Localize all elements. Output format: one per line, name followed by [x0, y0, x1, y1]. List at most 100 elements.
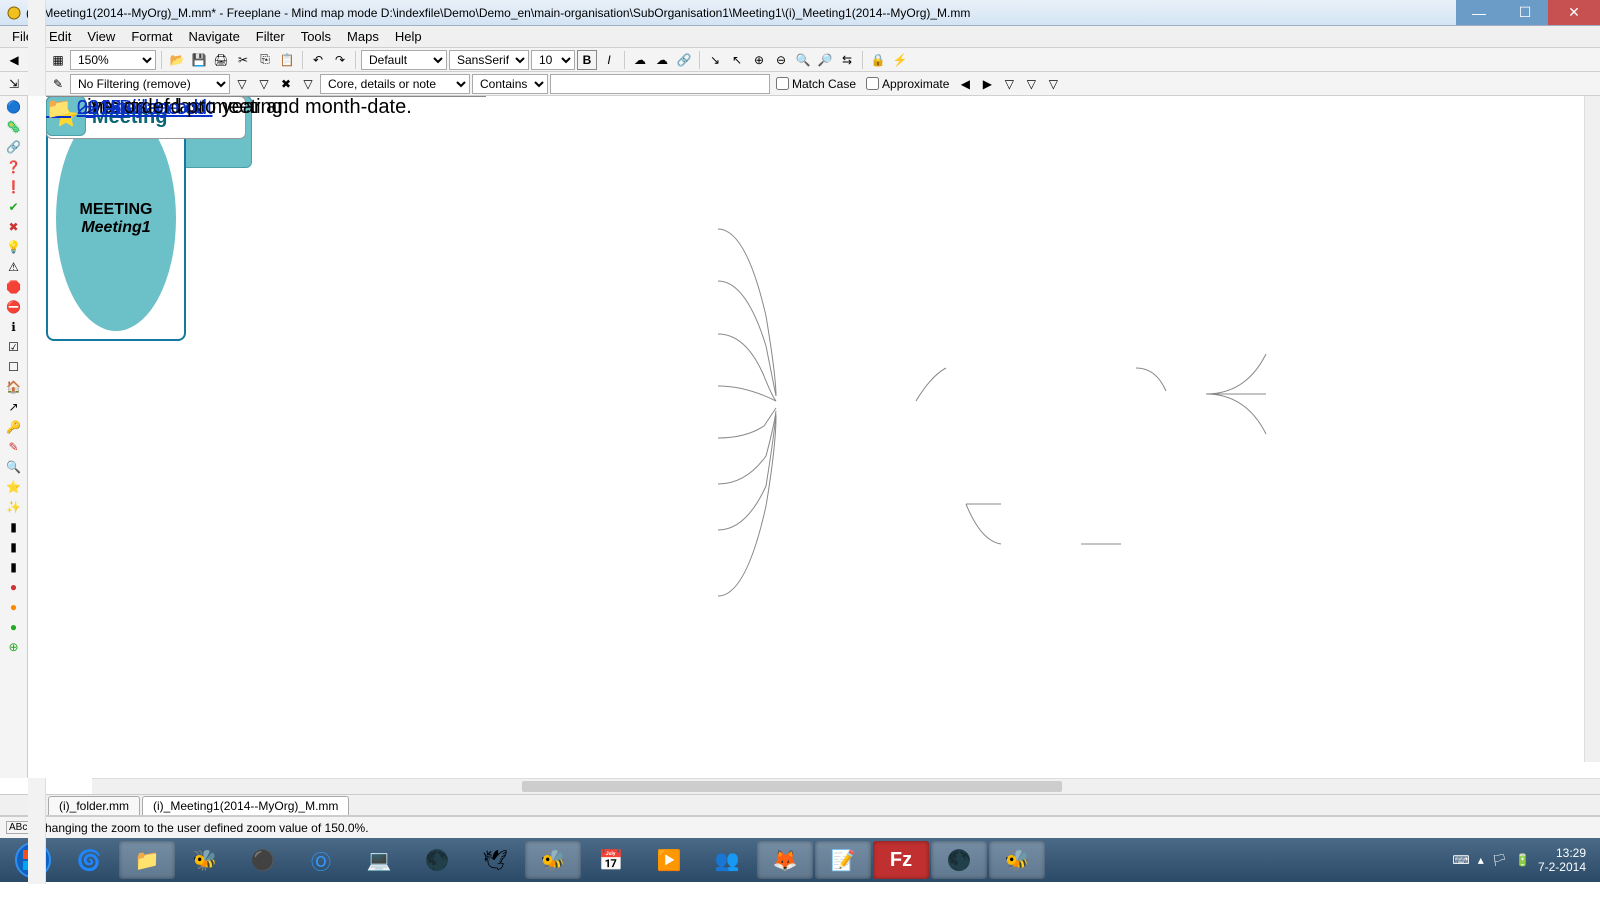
- tool-e-icon[interactable]: 🔍: [793, 50, 813, 70]
- italic-button[interactable]: I: [599, 50, 619, 70]
- task-calendar[interactable]: 📅: [583, 841, 639, 879]
- task-app-3[interactable]: Ⓞ: [293, 841, 349, 879]
- side-red-icon[interactable]: ●: [5, 578, 23, 596]
- side-minus-icon[interactable]: ⛔: [5, 298, 23, 316]
- cut-icon[interactable]: ✂: [233, 50, 253, 70]
- tab-meeting[interactable]: (i)_Meeting1(2014--MyOrg)_M.mm: [142, 796, 349, 815]
- side-pen-icon[interactable]: ✎: [5, 438, 23, 456]
- tool-c-icon[interactable]: ⊕: [749, 50, 769, 70]
- menu-format[interactable]: Format: [123, 27, 180, 46]
- side-idea-icon[interactable]: 💡: [5, 238, 23, 256]
- save-icon[interactable]: 💾: [189, 50, 209, 70]
- menu-maps[interactable]: Maps: [339, 27, 387, 46]
- match-type-combo[interactable]: Contains: [472, 74, 548, 94]
- task-filezilla[interactable]: Fz: [873, 841, 929, 879]
- side-zoom-icon[interactable]: 🔍: [5, 458, 23, 476]
- undo-icon[interactable]: ↶: [308, 50, 328, 70]
- tray-battery-icon[interactable]: 🔋: [1515, 853, 1530, 867]
- side-home-icon[interactable]: 🏠: [5, 378, 23, 396]
- tray-up-icon[interactable]: ▴: [1478, 853, 1484, 867]
- encrypt-icon[interactable]: 🔒: [868, 50, 888, 70]
- redo-icon[interactable]: ↷: [330, 50, 350, 70]
- paste-icon[interactable]: 📋: [277, 50, 297, 70]
- filter-edit-icon[interactable]: ✎: [48, 74, 68, 94]
- tool-b-icon[interactable]: ↖: [727, 50, 747, 70]
- fontsize-combo[interactable]: 10: [531, 50, 575, 70]
- tool-g-icon[interactable]: ⇆: [837, 50, 857, 70]
- task-freeplane[interactable]: 🐝: [525, 841, 581, 879]
- zoom-combo[interactable]: 150%: [70, 50, 156, 70]
- horizontal-scrollbar[interactable]: [92, 778, 1600, 794]
- task-eclipse-2[interactable]: 🌑: [931, 841, 987, 879]
- prev-map-icon[interactable]: ◀: [4, 50, 24, 70]
- task-app-2[interactable]: 🐝: [177, 841, 233, 879]
- font-combo[interactable]: SansSerif: [449, 50, 529, 70]
- side-bar2-icon[interactable]: ▮: [5, 538, 23, 556]
- side-icon-1[interactable]: 🔵: [5, 98, 23, 116]
- side-important-icon[interactable]: ❗: [5, 178, 23, 196]
- task-explorer[interactable]: 📁: [119, 841, 175, 879]
- tool-a-icon[interactable]: ↘: [705, 50, 725, 70]
- style-combo[interactable]: Default: [361, 50, 447, 70]
- doc-icon[interactable]: ▦: [48, 50, 68, 70]
- filter-mode-combo[interactable]: No Filtering (remove): [70, 74, 230, 94]
- filter-c-icon[interactable]: ▽: [999, 74, 1019, 94]
- menu-filter[interactable]: Filter: [248, 27, 293, 46]
- task-eclipse-1[interactable]: 🌑: [409, 841, 465, 879]
- tray-clock[interactable]: 13:29 7-2-2014: [1538, 846, 1586, 875]
- tool-f-icon[interactable]: 🔎: [815, 50, 835, 70]
- minimize-button[interactable]: —: [1456, 0, 1502, 25]
- link-icon[interactable]: 🔗: [674, 50, 694, 70]
- scroll-thumb[interactable]: [522, 781, 1062, 792]
- task-media[interactable]: ▶️: [641, 841, 697, 879]
- side-wand-icon[interactable]: ✨: [5, 498, 23, 516]
- find-next-icon[interactable]: ▶: [977, 74, 997, 94]
- print-icon[interactable]: 🖨: [211, 50, 231, 70]
- filter-a-icon[interactable]: ▽: [254, 74, 274, 94]
- side-stop-icon[interactable]: 🛑: [5, 278, 23, 296]
- tray-input-icon[interactable]: ⌨: [1452, 853, 1469, 867]
- side-check-icon[interactable]: ☑: [5, 338, 23, 356]
- task-people[interactable]: 👥: [699, 841, 755, 879]
- open-icon[interactable]: 📂: [167, 50, 187, 70]
- filter-clear-icon[interactable]: ✖: [276, 74, 296, 94]
- tray-flag-icon[interactable]: 🏳: [1492, 853, 1507, 867]
- menu-navigate[interactable]: Navigate: [180, 27, 247, 46]
- tab-folder[interactable]: (i)_folder.mm: [48, 796, 140, 815]
- cloud-icon[interactable]: ☁: [630, 50, 650, 70]
- menu-help[interactable]: Help: [387, 27, 430, 46]
- task-freeplane-2[interactable]: 🐝: [989, 841, 1045, 879]
- menu-view[interactable]: View: [79, 27, 123, 46]
- task-app-4[interactable]: 💻: [351, 841, 407, 879]
- filter-d-icon[interactable]: ▽: [1021, 74, 1041, 94]
- side-icon-2[interactable]: 🦠: [5, 118, 23, 136]
- side-info-icon[interactable]: ℹ: [5, 318, 23, 336]
- search-input[interactable]: [550, 74, 770, 94]
- side-plus-icon[interactable]: ⊕: [5, 638, 23, 656]
- task-obs[interactable]: ⚫: [235, 841, 291, 879]
- side-green-icon[interactable]: ●: [5, 618, 23, 636]
- tool-d-icon[interactable]: ⊖: [771, 50, 791, 70]
- side-star-icon[interactable]: ⭐: [5, 478, 23, 496]
- filter-apply-icon[interactable]: ▽: [232, 74, 252, 94]
- side-cancel-icon[interactable]: ✖: [5, 218, 23, 236]
- side-bar3-icon[interactable]: ▮: [5, 558, 23, 576]
- side-ok-icon[interactable]: ✔: [5, 198, 23, 216]
- menu-tools[interactable]: Tools: [293, 27, 339, 46]
- copy-icon[interactable]: ⎘: [255, 50, 275, 70]
- side-help-icon[interactable]: ❓: [5, 158, 23, 176]
- search-scope-combo[interactable]: Core, details or note: [320, 74, 470, 94]
- side-box-icon[interactable]: ☐: [5, 358, 23, 376]
- cloud-color-icon[interactable]: ☁: [652, 50, 672, 70]
- task-thunderbird[interactable]: 🕊: [467, 841, 523, 879]
- task-notes[interactable]: 📝: [815, 841, 871, 879]
- mindmap-canvas[interactable]: 💡Favorites ⭐Purpose ⚙️Management 🔍✉️Use …: [46, 96, 1584, 762]
- folder-0215[interactable]: 📁0215: [46, 96, 121, 121]
- match-case-check[interactable]: Match Case: [776, 77, 856, 91]
- side-icon-3[interactable]: 🔗: [5, 138, 23, 156]
- filter-b-icon[interactable]: ▽: [298, 74, 318, 94]
- task-app-1[interactable]: 🌀: [61, 841, 117, 879]
- approximate-check[interactable]: Approximate: [866, 77, 949, 91]
- maximize-button[interactable]: ☐: [1502, 0, 1548, 25]
- find-prev-icon[interactable]: ◀: [955, 74, 975, 94]
